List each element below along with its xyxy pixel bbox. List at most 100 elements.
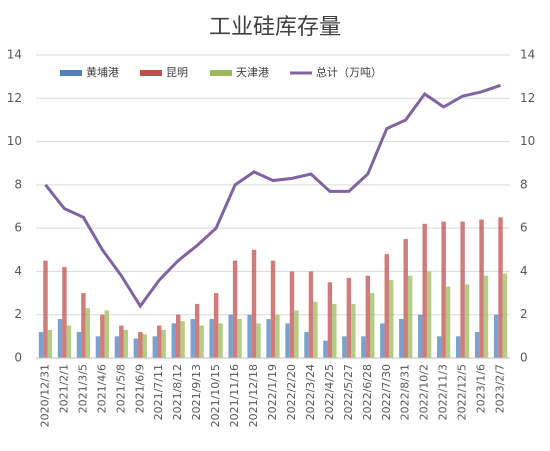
x-tick-label: 2022/7/30 — [380, 364, 393, 420]
y2-tick-label: 2 — [520, 307, 528, 321]
bar — [332, 303, 337, 358]
bar — [464, 284, 470, 358]
bar — [498, 217, 503, 358]
y-tick-label: 10 — [7, 134, 22, 148]
y2-tick-label: 8 — [520, 177, 528, 191]
bar — [455, 336, 461, 358]
bar — [445, 286, 451, 358]
bar — [407, 275, 413, 358]
bar — [346, 277, 352, 358]
bar — [422, 223, 427, 358]
bar — [232, 260, 238, 358]
bar — [57, 319, 63, 358]
bar — [194, 303, 200, 358]
bar — [76, 332, 82, 358]
x-tick-label: 2021/10/15 — [209, 364, 222, 427]
bar — [426, 271, 432, 358]
bar — [256, 323, 261, 358]
y-tick-label: 14 — [7, 48, 22, 62]
bar — [380, 323, 385, 358]
legend-label: 黄埔港 — [86, 65, 119, 79]
bar — [399, 319, 404, 358]
legend-label: 天津港 — [236, 66, 269, 79]
bar — [418, 314, 423, 358]
bar — [133, 338, 139, 358]
bar — [81, 293, 86, 358]
bar — [351, 303, 356, 358]
bar — [289, 271, 295, 358]
bar — [323, 340, 328, 358]
bar — [171, 323, 176, 358]
bar — [474, 332, 480, 358]
y-tick-label: 6 — [14, 221, 22, 235]
y2-tick-label: 12 — [520, 91, 535, 105]
x-tick-label: 2021/7/11 — [152, 364, 165, 420]
bar — [437, 336, 442, 358]
bar — [237, 319, 242, 358]
bar — [384, 254, 389, 358]
bar — [114, 336, 120, 358]
bar — [479, 219, 484, 358]
bar — [161, 329, 166, 358]
bar — [270, 260, 276, 358]
bar — [342, 336, 347, 358]
legend-swatch — [210, 70, 232, 76]
bar — [157, 325, 162, 358]
bar — [142, 334, 147, 358]
bar — [275, 314, 280, 358]
x-tick-label: 2021/6/9 — [133, 364, 146, 413]
x-tick-label: 2020/12/31 — [38, 364, 51, 427]
y2-tick-label: 6 — [520, 221, 528, 235]
legend-label: 昆明 — [166, 66, 188, 79]
x-tick-label: 2023/2/7 — [494, 364, 507, 413]
line — [44, 83, 502, 309]
x-tick-label: 2021/9/13 — [190, 364, 203, 420]
bar — [483, 275, 489, 358]
bar — [199, 325, 204, 358]
y2-tick-label: 4 — [520, 264, 528, 278]
x-tick-label: 2021/11/16 — [228, 364, 241, 427]
y2-tick-label: 0 — [520, 351, 528, 365]
y2-tick-label: 10 — [520, 134, 535, 148]
legend-label: 总计（万吨） — [316, 65, 382, 79]
x-tick-label: 2022/11/3 — [437, 364, 450, 420]
bar — [403, 238, 408, 358]
bar — [388, 280, 394, 358]
bar — [209, 319, 214, 358]
bar — [47, 329, 53, 358]
bar — [502, 273, 508, 358]
bar — [327, 282, 333, 358]
bar — [123, 329, 128, 358]
bar — [38, 332, 44, 358]
x-tick-label: 2022/10/2 — [418, 364, 431, 420]
bar — [62, 267, 67, 358]
y-tick-label: 12 — [7, 91, 22, 105]
bar — [180, 321, 185, 358]
legend-swatch — [140, 70, 162, 76]
bar — [441, 221, 446, 358]
bar — [247, 314, 252, 358]
bar — [119, 325, 124, 358]
bar — [251, 249, 257, 358]
bar — [266, 319, 271, 358]
bar — [104, 310, 109, 358]
bar — [493, 314, 499, 358]
bar — [100, 314, 105, 358]
bar — [285, 323, 290, 358]
x-tick-label: 2021/12/18 — [247, 364, 260, 427]
bar — [313, 301, 318, 358]
x-tick-label: 2022/8/31 — [399, 364, 412, 420]
bar — [138, 332, 143, 358]
bar — [228, 314, 233, 358]
y-tick-label: 0 — [14, 351, 22, 365]
bar — [365, 275, 371, 358]
x-tick-label: 2022/1/19 — [266, 364, 279, 420]
bar — [175, 314, 181, 358]
legend: 黄埔港 昆明 天津港 总计（万吨） — [60, 65, 382, 79]
bar — [308, 271, 314, 358]
x-tick-label: 2022/6/28 — [361, 364, 374, 420]
x-tick-label: 2021/5/8 — [114, 364, 127, 413]
x-tick-label: 2022/12/5 — [456, 364, 469, 420]
x-tick-label: 2023/1/6 — [475, 364, 488, 413]
